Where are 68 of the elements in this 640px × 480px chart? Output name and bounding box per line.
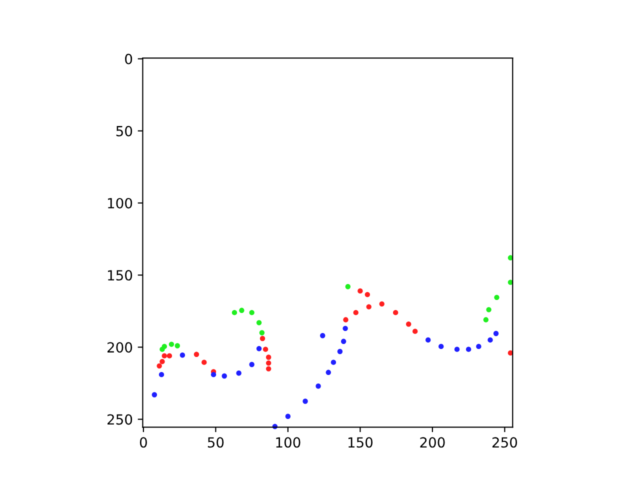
point	[337, 348, 343, 354]
point	[343, 317, 348, 322]
x-tick-label: 100	[276, 437, 300, 448]
point	[266, 360, 272, 366]
point	[438, 344, 444, 350]
point	[162, 344, 167, 350]
point	[364, 292, 370, 298]
point	[168, 342, 174, 347]
point	[160, 358, 165, 364]
point	[493, 330, 499, 336]
point	[326, 370, 331, 376]
point	[488, 337, 493, 343]
point	[426, 337, 431, 343]
point	[162, 353, 167, 358]
y-tick-label: 0	[125, 54, 132, 64]
point	[320, 333, 326, 338]
point	[285, 414, 291, 419]
point	[256, 320, 262, 326]
point	[454, 346, 460, 352]
y-tick-label: 200	[108, 342, 132, 353]
point	[345, 284, 351, 290]
point	[249, 362, 254, 368]
point	[232, 310, 238, 316]
x-tick-label: 0	[140, 437, 147, 448]
point	[262, 346, 268, 352]
point	[366, 304, 372, 310]
x-tick-label: 200	[420, 437, 445, 448]
point	[340, 338, 346, 344]
point	[379, 301, 384, 307]
point	[342, 326, 348, 332]
x-tick-label: 250	[492, 437, 518, 448]
point	[249, 310, 254, 316]
point	[412, 328, 418, 334]
y-tick-label: 250	[108, 414, 132, 425]
point	[392, 310, 398, 316]
point	[494, 294, 500, 300]
x-tick-label: 150	[348, 437, 373, 448]
point	[174, 343, 180, 348]
point	[210, 372, 216, 378]
point	[316, 384, 321, 389]
point	[239, 308, 244, 314]
point	[260, 336, 266, 342]
point	[194, 352, 200, 357]
point	[166, 353, 172, 358]
point	[466, 346, 472, 352]
point	[259, 330, 265, 336]
y-tick-label: 150	[108, 270, 132, 281]
point	[202, 360, 207, 365]
point	[406, 322, 412, 327]
point	[222, 373, 227, 379]
point	[266, 354, 272, 360]
point	[330, 360, 336, 365]
point	[476, 344, 482, 350]
x-tick-label: 50	[208, 437, 224, 448]
y-tick-label: 50	[116, 126, 132, 136]
point	[486, 307, 492, 312]
point	[180, 352, 186, 358]
point	[236, 370, 242, 376]
point	[353, 310, 358, 316]
point	[358, 288, 363, 294]
point	[152, 392, 158, 398]
y-tick-label: 100	[108, 198, 132, 208]
point	[156, 363, 162, 369]
point	[256, 346, 262, 352]
point	[302, 398, 308, 404]
point	[483, 317, 489, 322]
point	[266, 366, 272, 372]
point	[158, 372, 164, 378]
